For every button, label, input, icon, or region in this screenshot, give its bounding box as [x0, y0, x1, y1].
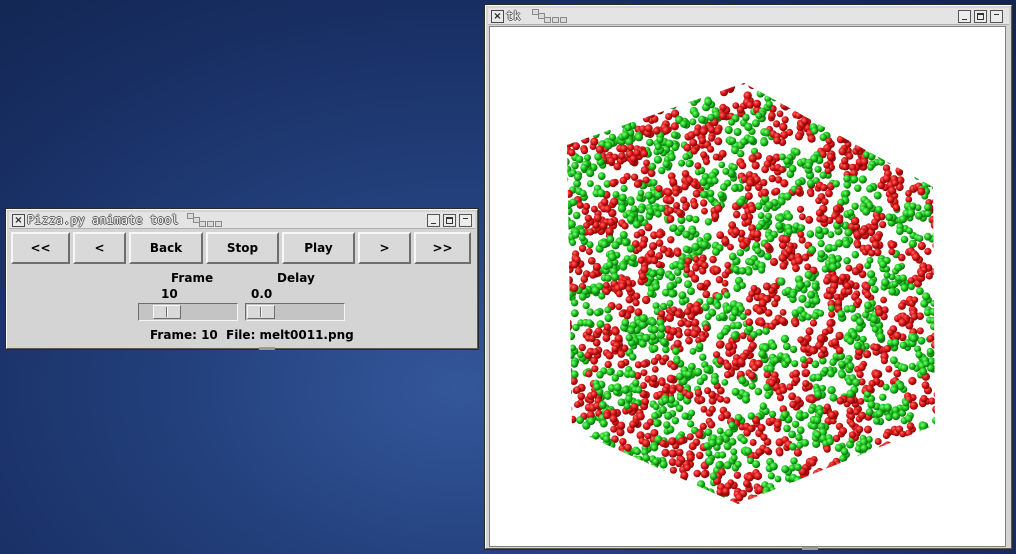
- delay-value: 0.0: [251, 287, 273, 301]
- animate-tool-titlebar[interactable]: × Pizza.py animate tool: [9, 212, 475, 229]
- delay-slider-thumb[interactable]: [247, 305, 275, 319]
- titlebar-grip-icon: [185, 213, 222, 227]
- delay-slider[interactable]: [245, 303, 345, 321]
- maximize-icon[interactable]: [443, 214, 456, 227]
- image-window-titlebar[interactable]: × tk: [488, 8, 1009, 25]
- frame-slider[interactable]: [138, 303, 238, 321]
- image-window-title: tk: [506, 9, 521, 23]
- resize-handle[interactable]: [802, 547, 818, 550]
- previous-frame-button[interactable]: <: [73, 232, 126, 264]
- animate-tool-window: × Pizza.py animate tool << < Back Stop P…: [6, 209, 478, 350]
- delay-label: Delay: [277, 271, 315, 285]
- last-frame-button[interactable]: >>: [414, 232, 471, 264]
- resize-handle[interactable]: [259, 347, 275, 350]
- animate-tool-title: Pizza.py animate tool: [27, 213, 179, 227]
- status-frame: Frame: 10: [150, 328, 218, 342]
- maximize-icon[interactable]: [974, 10, 987, 23]
- stop-button[interactable]: Stop: [206, 232, 279, 264]
- render-canvas: [489, 26, 1006, 547]
- minimize-icon[interactable]: [958, 10, 971, 23]
- status-file: File: melt0011.png: [226, 328, 354, 342]
- minimize-icon[interactable]: [427, 214, 440, 227]
- window-menu-icon[interactable]: ×: [491, 10, 504, 23]
- image-window: × tk: [485, 5, 1012, 550]
- window-menu-icon[interactable]: ×: [12, 214, 25, 227]
- first-frame-button[interactable]: <<: [11, 232, 70, 264]
- frame-value: 10: [161, 287, 178, 301]
- back-button[interactable]: Back: [129, 232, 203, 264]
- play-button[interactable]: Play: [282, 232, 355, 264]
- shade-icon[interactable]: [459, 214, 472, 227]
- next-frame-button[interactable]: >: [358, 232, 411, 264]
- atom-cube-image: [567, 83, 935, 504]
- frame-label: Frame: [171, 271, 214, 285]
- shade-icon[interactable]: [990, 10, 1003, 23]
- titlebar-grip-icon: [530, 9, 567, 23]
- frame-slider-thumb[interactable]: [153, 305, 181, 319]
